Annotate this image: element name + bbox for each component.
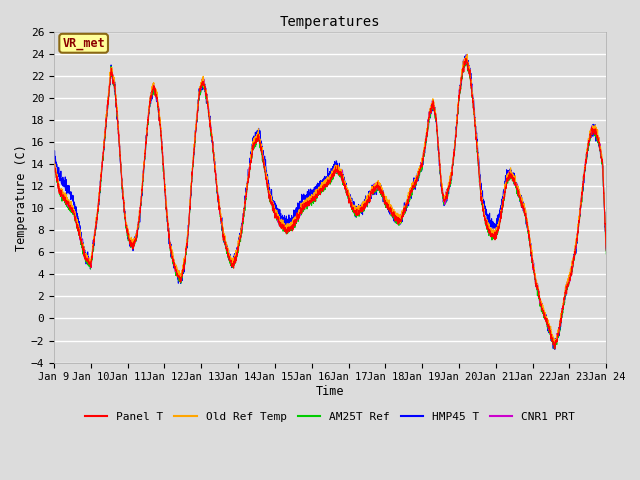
Panel T: [168, 255, 176, 261]
Old Ref Temp: [50, 157, 58, 163]
Old Ref Temp: [384, 198, 392, 204]
Old Ref Temp: [602, 242, 610, 248]
CNR1 PRT: [550, 339, 558, 345]
HMP45 T: [462, 52, 470, 58]
AM25T Ref: [50, 162, 58, 168]
Old Ref Temp: [204, 106, 212, 111]
HMP45 T: [204, 102, 212, 108]
AM25T Ref: [602, 251, 610, 257]
Line: HMP45 T: HMP45 T: [54, 55, 606, 349]
Panel T: [204, 104, 212, 109]
HMP45 T: [551, 347, 559, 352]
AM25T Ref: [204, 106, 212, 111]
X-axis label: Time: Time: [316, 385, 344, 398]
AM25T Ref: [384, 204, 392, 210]
Old Ref Temp: [394, 214, 401, 220]
Old Ref Temp: [463, 51, 471, 57]
Line: Old Ref Temp: Old Ref Temp: [54, 54, 606, 342]
Panel T: [550, 339, 558, 345]
CNR1 PRT: [384, 202, 392, 208]
Legend: Panel T, Old Ref Temp, AM25T Ref, HMP45 T, CNR1 PRT: Panel T, Old Ref Temp, AM25T Ref, HMP45 …: [81, 408, 580, 427]
AM25T Ref: [550, 346, 558, 352]
AM25T Ref: [550, 342, 558, 348]
CNR1 PRT: [50, 160, 58, 166]
Y-axis label: Temperature (C): Temperature (C): [15, 144, 28, 251]
Old Ref Temp: [550, 339, 558, 345]
HMP45 T: [384, 206, 392, 212]
Line: AM25T Ref: AM25T Ref: [54, 57, 606, 349]
HMP45 T: [602, 245, 610, 251]
CNR1 PRT: [602, 244, 610, 250]
AM25T Ref: [462, 54, 470, 60]
CNR1 PRT: [204, 102, 212, 108]
Panel T: [602, 245, 610, 251]
Panel T: [394, 216, 401, 222]
CNR1 PRT: [551, 344, 559, 349]
Line: CNR1 PRT: CNR1 PRT: [54, 55, 606, 347]
Old Ref Temp: [551, 339, 559, 345]
Old Ref Temp: [602, 244, 610, 250]
CNR1 PRT: [394, 216, 401, 222]
CNR1 PRT: [602, 246, 610, 252]
AM25T Ref: [168, 253, 176, 259]
Panel T: [50, 158, 58, 164]
Text: VR_met: VR_met: [62, 37, 105, 50]
AM25T Ref: [394, 217, 401, 223]
CNR1 PRT: [168, 252, 176, 258]
Panel T: [551, 346, 559, 352]
HMP45 T: [168, 255, 176, 261]
Panel T: [462, 55, 470, 61]
HMP45 T: [550, 344, 558, 349]
Panel T: [602, 248, 610, 253]
Old Ref Temp: [168, 252, 176, 257]
HMP45 T: [394, 217, 401, 223]
HMP45 T: [50, 152, 58, 157]
Panel T: [384, 204, 392, 210]
HMP45 T: [602, 248, 610, 253]
Title: Temperatures: Temperatures: [280, 15, 380, 29]
CNR1 PRT: [463, 52, 470, 58]
AM25T Ref: [602, 248, 610, 254]
Line: Panel T: Panel T: [54, 58, 606, 349]
